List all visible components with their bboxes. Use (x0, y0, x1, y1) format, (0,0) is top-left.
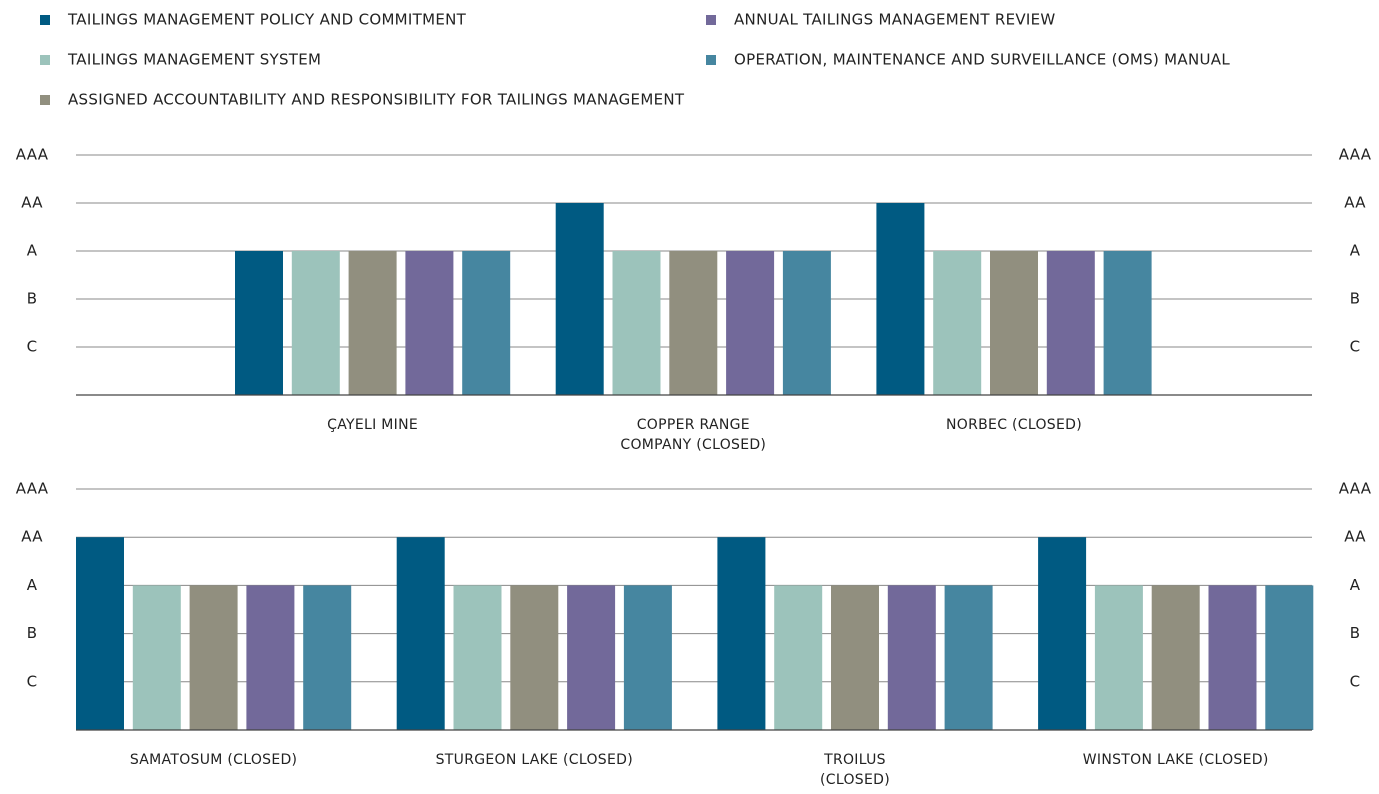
bar (567, 585, 616, 730)
bar (1208, 585, 1257, 730)
bar (612, 251, 661, 395)
y-tick-label: C (27, 672, 38, 690)
bar (396, 537, 445, 730)
y-tick-label: A (1350, 242, 1361, 260)
x-tick-label: STURGEON LAKE (CLOSED) (435, 752, 633, 768)
x-tick-label: SAMATOSUM (CLOSED) (129, 752, 298, 768)
bar (782, 251, 831, 395)
bar (132, 585, 181, 730)
y-tick-label: C (1350, 672, 1361, 690)
bar (405, 251, 454, 395)
legend-label: TAILINGS MANAGEMENT SYSTEM (67, 51, 321, 69)
bar (235, 251, 283, 395)
y-tick-label: AAA (1339, 146, 1372, 164)
x-tick-label: ÇAYELI MINE (327, 417, 419, 433)
bar (1103, 251, 1152, 395)
y-tick-label: A (27, 576, 38, 594)
y-tick-label: C (27, 338, 38, 356)
y-tick-label: AAA (16, 480, 49, 498)
y-tick-label: C (1350, 338, 1361, 356)
bar (623, 585, 672, 730)
bar (933, 251, 982, 395)
x-tick-label: WINSTON LAKE (CLOSED) (1082, 752, 1269, 768)
bar (944, 585, 993, 730)
y-tick-label: A (27, 242, 38, 260)
bar (555, 203, 604, 395)
bar (887, 585, 936, 730)
legend-swatch (40, 55, 50, 65)
y-tick-label: B (27, 290, 38, 308)
bar (462, 251, 511, 395)
bar (303, 585, 352, 730)
bar (453, 585, 502, 730)
bar (1094, 585, 1143, 730)
bar (1151, 585, 1200, 730)
bar (669, 251, 718, 395)
y-tick-label: AA (1344, 194, 1366, 212)
x-tick-label: TROILUS (CLOSED) (820, 752, 890, 788)
y-tick-label: A (1350, 576, 1361, 594)
y-tick-label: AAA (16, 146, 49, 164)
bar (1265, 585, 1314, 730)
y-tick-label: AA (21, 194, 43, 212)
y-tick-label: AA (1344, 528, 1366, 546)
bar (990, 251, 1038, 395)
x-tick-label: COPPER RANGE COMPANY (CLOSED) (620, 417, 767, 453)
legend-swatch (40, 15, 50, 25)
bar (726, 251, 775, 395)
legend-label: TAILINGS MANAGEMENT POLICY AND COMMITMEN… (67, 11, 467, 29)
bar (1038, 537, 1087, 730)
legend-label: ASSIGNED ACCOUNTABILITY AND RESPONSIBILI… (68, 91, 685, 109)
bar (1046, 251, 1095, 395)
y-tick-label: B (27, 624, 38, 642)
x-tick-label: NORBEC (CLOSED) (946, 417, 1082, 433)
y-tick-label: B (1350, 624, 1361, 642)
bar (189, 585, 238, 730)
legend-swatch (40, 95, 50, 105)
legend-swatch (706, 15, 716, 25)
bar (348, 251, 397, 395)
bar (876, 203, 925, 395)
bar (717, 537, 766, 730)
y-tick-label: AAA (1339, 480, 1372, 498)
bar (291, 251, 340, 395)
y-tick-label: B (1350, 290, 1361, 308)
legend-label: ANNUAL TAILINGS MANAGEMENT REVIEW (734, 11, 1056, 29)
y-tick-label: AA (21, 528, 43, 546)
legend-swatch (706, 55, 716, 65)
bar (246, 585, 295, 730)
bar (510, 585, 559, 730)
legend-label: OPERATION, MAINTENANCE AND SURVEILLANCE … (734, 51, 1230, 69)
bar (831, 585, 879, 730)
bar (76, 537, 124, 730)
bar (774, 585, 823, 730)
